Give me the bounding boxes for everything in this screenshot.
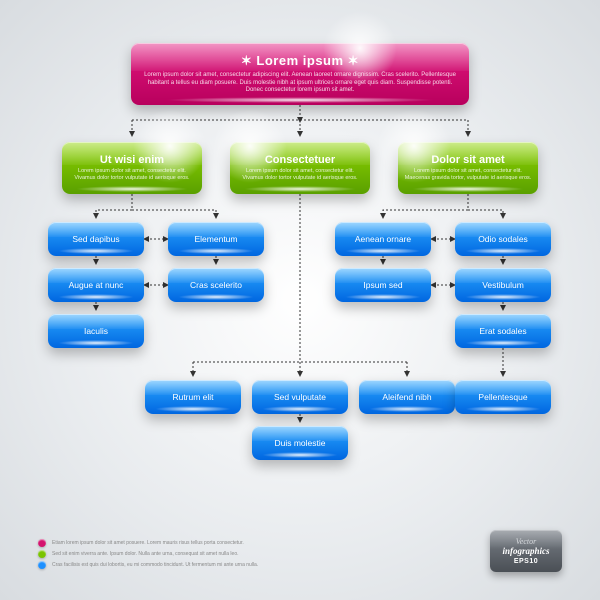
leaf-node: Rutrum elit: [145, 380, 241, 414]
leaf-label: Vestibulum: [482, 280, 524, 290]
leaf-label: Duis molestie: [274, 438, 325, 448]
leaf-label: Aleifend nibh: [382, 392, 431, 402]
leaf-node: Odio sodales: [455, 222, 551, 256]
mid-desc: Lorem ipsum dolor sit amet, consectetur …: [62, 166, 202, 182]
leaf-label: Erat sodales: [479, 326, 526, 336]
root-desc: Lorem ipsum dolor sit amet, consectetur …: [131, 69, 469, 95]
leaf-node: Aenean ornare: [335, 222, 431, 256]
legend-row: Sed sit enim viverra ante. Ipsum dolor. …: [38, 550, 258, 558]
leaf-label: Pellentesque: [478, 392, 527, 402]
legend-dot: [38, 561, 46, 569]
leaf-node: Elementum: [168, 222, 264, 256]
legend-row: Etiam lorem ipsum dolor sit amet posuere…: [38, 539, 258, 547]
badge-line3: EPS10: [514, 558, 538, 565]
mid-desc: Lorem ipsum dolor sit amet, consectetur …: [398, 166, 538, 182]
leaf-node: Vestibulum: [455, 268, 551, 302]
leaf-node: Erat sodales: [455, 314, 551, 348]
mid-desc: Lorem ipsum dolor sit amet, consectetur …: [230, 166, 370, 182]
leaf-label: Aenean ornare: [355, 234, 411, 244]
leaf-node: Pellentesque: [455, 380, 551, 414]
leaf-label: Cras scelerito: [190, 280, 242, 290]
leaf-node: Augue at nunc: [48, 268, 144, 302]
legend-text: Sed sit enim viverra ante. Ipsum dolor. …: [52, 551, 239, 557]
legend-text: Etiam lorem ipsum dolor sit amet posuere…: [52, 540, 244, 546]
leaf-label: Sed vulputate: [274, 392, 326, 402]
mid-title: Ut wisi enim: [100, 154, 164, 166]
leaf-node: Ipsum sed: [335, 268, 431, 302]
leaf-node: Iaculis: [48, 314, 144, 348]
badge-line2: infographics: [502, 546, 549, 556]
legend-text: Cras facilisis est quis dui lobortis, eu…: [52, 562, 258, 568]
leaf-label: Elementum: [195, 234, 238, 244]
leaf-node: Duis molestie: [252, 426, 348, 460]
mid-node: ConsectetuerLorem ipsum dolor sit amet, …: [230, 142, 370, 194]
leaf-label: Odio sodales: [478, 234, 528, 244]
mid-title: Dolor sit amet: [431, 154, 504, 166]
vector-badge: Vector infographics EPS10: [490, 530, 562, 572]
mid-node: Ut wisi enimLorem ipsum dolor sit amet, …: [62, 142, 202, 194]
badge-line1: Vector: [516, 537, 536, 546]
leaf-node: Cras scelerito: [168, 268, 264, 302]
leaf-label: Augue at nunc: [69, 280, 124, 290]
leaf-node: Aleifend nibh: [359, 380, 455, 414]
leaf-label: Ipsum sed: [363, 280, 402, 290]
leaf-label: Iaculis: [84, 326, 108, 336]
legend-dot: [38, 539, 46, 547]
legend-dot: [38, 550, 46, 558]
leaf-node: Sed vulputate: [252, 380, 348, 414]
root-node: ✶ Lorem ipsum ✶ Lorem ipsum dolor sit am…: [131, 43, 469, 105]
mid-node: Dolor sit ametLorem ipsum dolor sit amet…: [398, 142, 538, 194]
legend: Etiam lorem ipsum dolor sit amet posuere…: [38, 539, 258, 572]
mid-title: Consectetuer: [265, 154, 335, 166]
leaf-label: Rutrum elit: [172, 392, 213, 402]
root-title: ✶ Lorem ipsum ✶: [241, 53, 359, 69]
leaf-label: Sed dapibus: [72, 234, 119, 244]
leaf-node: Sed dapibus: [48, 222, 144, 256]
legend-row: Cras facilisis est quis dui lobortis, eu…: [38, 561, 258, 569]
